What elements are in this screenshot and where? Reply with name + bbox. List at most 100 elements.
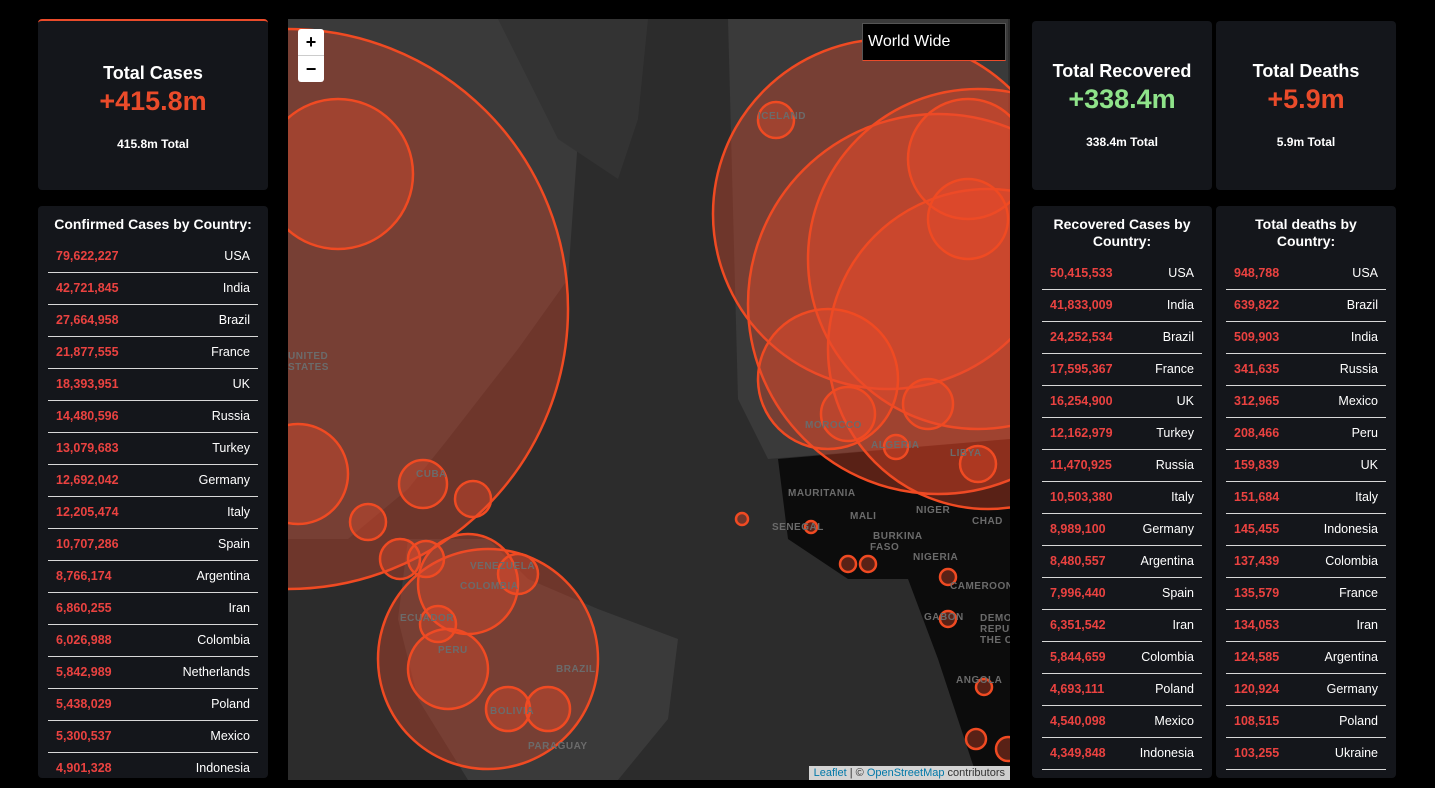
row-value: 134,053: [1234, 618, 1280, 632]
list-row: 137,439 Colombia: [1226, 546, 1386, 578]
map-label: NIGERIA: [913, 552, 958, 563]
list-row: 948,788 USA: [1226, 258, 1386, 290]
list-card: Recovered Cases by Country: 50,415,533 US…: [1032, 206, 1212, 778]
row-value: 145,455: [1234, 522, 1280, 536]
row-value: 124,585: [1234, 650, 1280, 664]
stat-total: 415.8m Total: [117, 137, 189, 151]
row-value: 42,721,845: [56, 281, 119, 295]
case-bubble: [406, 627, 490, 711]
row-value: 103,255: [1234, 746, 1280, 760]
row-country: Iran: [228, 601, 250, 615]
region-select[interactable]: World Wide: [862, 23, 1006, 61]
map-label: COLOMBIA: [460, 581, 518, 592]
row-value: 137,439: [1234, 554, 1280, 568]
case-bubble: [826, 187, 1010, 511]
row-country: Russia: [1155, 458, 1194, 472]
list-row: 639,822 Brazil: [1226, 290, 1386, 322]
list-row: 134,053 Iran: [1226, 610, 1386, 642]
row-country: Peru: [1351, 426, 1378, 440]
case-bubble: [453, 479, 493, 519]
row-country: Russia: [211, 409, 250, 423]
stat-value: +338.4m: [1068, 84, 1176, 114]
zoom-out[interactable]: −: [305, 59, 317, 79]
land: [398, 539, 678, 780]
row-country: Russia: [1339, 362, 1378, 376]
map-label: DEMO: [980, 613, 1010, 624]
row-value: 4,693,111: [1050, 682, 1105, 696]
row-country: Brazil: [1162, 330, 1194, 344]
row-country: Poland: [211, 697, 250, 711]
row-country: Colombia: [1141, 650, 1194, 664]
map-label: NIGER: [916, 505, 950, 516]
map-label: VENEZUELA: [470, 561, 535, 572]
case-bubble: [938, 567, 958, 587]
attribution-link[interactable]: OpenStreetMap: [866, 767, 945, 779]
list-row: 151,684 Italy: [1226, 482, 1386, 514]
list-row: 312,965 Mexico: [1226, 386, 1386, 418]
row-value: 13,079,683: [56, 441, 119, 455]
row-value: 5,438,029: [56, 697, 112, 711]
list-title: Total deaths by Country:: [1255, 216, 1357, 249]
map-label: CAMEROON: [950, 581, 1010, 592]
map-label: PERU: [438, 645, 468, 656]
row-country: Brazil: [1346, 298, 1378, 312]
map[interactable]: ICELAND UNITED STATES CUBA VENEZUELA COLOMBIA…: [288, 19, 1010, 780]
list-row: 4,540,098 Mexico: [1042, 706, 1202, 738]
list-row: 124,585 Argentina: [1226, 642, 1386, 674]
list-row: 24,252,534 Brazil: [1042, 322, 1202, 354]
row-country: Spain: [1162, 586, 1194, 600]
attribution-link[interactable]: Leaflet: [813, 767, 847, 779]
map-label: BURKINA: [873, 531, 923, 542]
case-bubble: [964, 727, 988, 751]
map-label: THE CO: [980, 635, 1010, 646]
row-country: France: [211, 345, 250, 359]
list-row: 4,901,328 Indonesia: [48, 753, 258, 778]
map-label: CHAD: [972, 516, 1003, 527]
list-row: 41,833,009 India: [1042, 290, 1202, 322]
list-row: 42,721,845 India: [48, 273, 258, 305]
row-country: Italy: [1171, 490, 1194, 504]
list-row: 11,470,925 Russia: [1042, 450, 1202, 482]
row-country: Brazil: [218, 313, 250, 327]
row-country: USA: [224, 249, 250, 263]
attribution: Leaflet | © OpenStreetMap contributors: [808, 766, 1010, 780]
row-value: 6,026,988: [56, 633, 112, 647]
map-label: MOROCCO: [805, 420, 862, 431]
row-country: Germany: [1142, 522, 1194, 536]
row-value: 12,162,979: [1050, 426, 1113, 440]
row-value: 5,844,659: [1050, 650, 1106, 664]
stat-total: 338.4m Total: [1086, 135, 1158, 149]
zoom-in[interactable]: +: [298, 29, 324, 56]
list-row: 18,393,951 UK: [48, 369, 258, 401]
row-value: 12,205,474: [56, 505, 119, 519]
row-value: 4,349,848: [1050, 746, 1106, 760]
row-country: Germany: [198, 473, 250, 487]
list-row: 5,842,989 Netherlands: [48, 657, 258, 689]
map-label: ANGOLA: [956, 675, 1002, 686]
case-bubble: [288, 27, 570, 591]
row-value: 11,470,925: [1050, 458, 1112, 472]
row-country: USA: [1352, 266, 1378, 280]
row-value: 159,839: [1234, 458, 1280, 472]
list-row: 12,205,474 Italy: [48, 497, 258, 529]
row-country: Ukraine: [1334, 746, 1378, 760]
case-bubble: [418, 604, 458, 644]
list-row: 5,438,029 Poland: [48, 689, 258, 721]
list-row: 6,351,542 Iran: [1042, 610, 1202, 642]
list-row: 21,877,555 France: [48, 337, 258, 369]
row-value: 18,393,951: [56, 377, 119, 391]
list-row: 159,839 UK: [1226, 450, 1386, 482]
list-row: 8,989,100 Germany: [1042, 514, 1202, 546]
row-value: 120,924: [1234, 682, 1280, 696]
row-value: 151,684: [1234, 490, 1280, 504]
row-value: 50,415,533: [1050, 266, 1113, 280]
list-row: 509,903 India: [1226, 322, 1386, 354]
stat-value: +415.8m: [99, 86, 207, 116]
row-country: Turkey: [1156, 426, 1194, 440]
list-row: 10,707,286 Spain: [48, 529, 258, 561]
map-label: UNITED: [288, 351, 328, 362]
list-row: 6,860,255 Iran: [48, 593, 258, 625]
row-country: France: [1339, 586, 1378, 600]
